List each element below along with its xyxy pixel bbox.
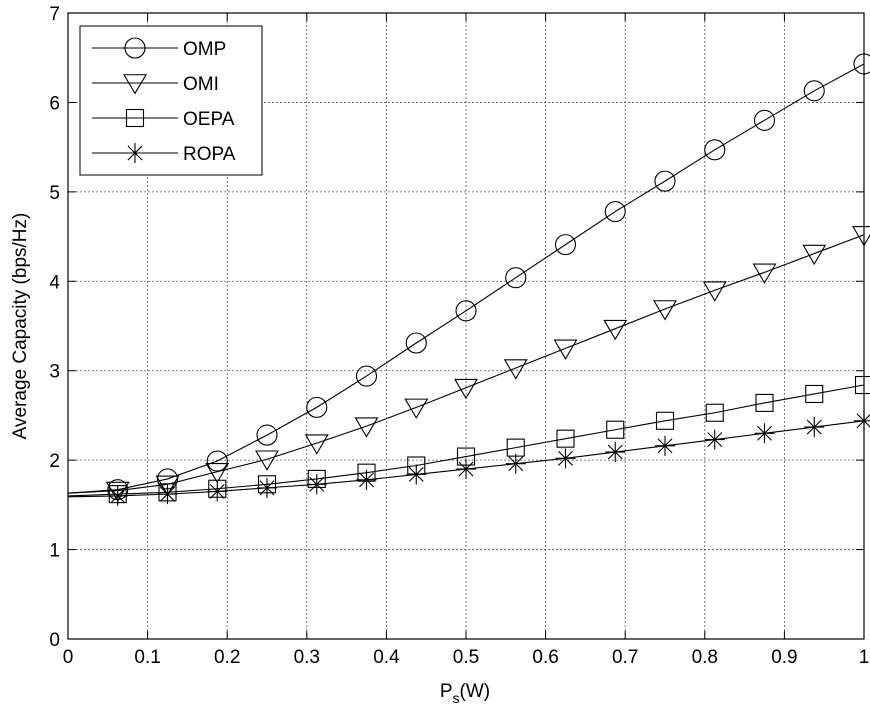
x-axis-label-tail: (W) bbox=[460, 681, 491, 702]
series-point-omi bbox=[255, 450, 279, 471]
series-point-omp bbox=[704, 139, 726, 161]
y-tick-label: 6 bbox=[49, 93, 60, 114]
y-tick-label: 2 bbox=[49, 451, 60, 472]
series-point-oepa bbox=[655, 411, 675, 430]
series-point-omp bbox=[206, 450, 228, 472]
series-point-ropa bbox=[306, 474, 327, 495]
x-tick-label: 0.1 bbox=[134, 647, 160, 668]
series-point-ropa bbox=[704, 429, 725, 450]
series-point-ropa bbox=[655, 435, 675, 456]
series-point-omi bbox=[702, 281, 727, 302]
grid-lines bbox=[68, 13, 864, 639]
series-point-ropa bbox=[107, 485, 128, 506]
series-point-omp bbox=[654, 170, 676, 192]
series-point-omp bbox=[355, 365, 378, 387]
x-tick-label: 0.5 bbox=[453, 647, 479, 668]
series-point-oepa bbox=[606, 420, 625, 439]
series-point-ropa bbox=[356, 469, 377, 490]
series-point-ropa bbox=[804, 417, 825, 438]
x-tick-label: 1 bbox=[859, 647, 870, 668]
legend-entry-omp: OMP bbox=[92, 37, 226, 60]
y-tick-label: 7 bbox=[49, 4, 60, 25]
series-line-omi bbox=[67, 234, 865, 494]
series-omi bbox=[67, 225, 870, 503]
y-axis-label: Average Capacity (bps/Hz) bbox=[10, 213, 31, 440]
y-tick-label: 5 bbox=[49, 183, 60, 204]
series-layer bbox=[67, 53, 870, 506]
series-point-omp bbox=[803, 80, 825, 102]
series-point-omi bbox=[105, 481, 130, 503]
series-point-ropa bbox=[406, 464, 427, 485]
series-point-omi bbox=[354, 417, 379, 438]
series-point-omp bbox=[455, 300, 477, 322]
legend-entry-ropa: ROPA bbox=[92, 143, 236, 165]
series-point-omi bbox=[205, 462, 230, 484]
series-point-ropa bbox=[605, 442, 626, 463]
y-tick-label: 3 bbox=[49, 362, 60, 383]
series-point-omi bbox=[155, 475, 180, 496]
series-point-omi bbox=[503, 359, 528, 380]
x-tick-label: 0.3 bbox=[294, 647, 320, 668]
x-tick-label: 0.7 bbox=[612, 647, 638, 668]
series-point-ropa bbox=[754, 423, 775, 444]
series-ropa bbox=[67, 410, 870, 506]
x-tick-label: 0.2 bbox=[214, 647, 240, 668]
axis-ticks bbox=[67, 12, 865, 640]
series-point-omi bbox=[304, 434, 329, 455]
series-point-omi bbox=[603, 319, 628, 341]
series-line-omp bbox=[67, 63, 865, 494]
x-tick-label: 0.8 bbox=[692, 647, 718, 668]
legend-marker-omp bbox=[124, 37, 146, 59]
legend-label: OMI bbox=[183, 74, 219, 95]
legend-label: OEPA bbox=[183, 109, 235, 130]
x-tick-label: 0 bbox=[63, 647, 74, 668]
series-point-omi bbox=[404, 398, 429, 419]
y-tick-label: 1 bbox=[49, 541, 60, 562]
legend-entry-oepa: OEPA bbox=[92, 108, 235, 130]
series-point-omp bbox=[505, 267, 527, 289]
series-point-omi bbox=[752, 263, 777, 284]
x-axis-label-sub: s bbox=[453, 690, 460, 706]
series-point-ropa bbox=[505, 453, 526, 474]
series-point-omi bbox=[454, 378, 478, 400]
x-tick-label: 0.6 bbox=[532, 647, 558, 668]
series-point-omp bbox=[554, 234, 577, 256]
series-point-omp bbox=[256, 424, 278, 446]
legend-entry-omi: OMI bbox=[92, 74, 219, 95]
series-point-omp bbox=[306, 396, 328, 418]
y-tick-label: 4 bbox=[49, 272, 60, 293]
series-point-omp bbox=[604, 200, 626, 223]
series-point-ropa bbox=[555, 448, 576, 469]
legend-marker-ropa bbox=[125, 143, 145, 163]
x-axis-label-main: P bbox=[440, 681, 453, 702]
legend-marker-oepa bbox=[125, 108, 145, 128]
legend: OMP OMI OEPA ROPA bbox=[79, 25, 263, 176]
series-point-omi bbox=[653, 300, 677, 321]
series-point-ropa bbox=[207, 481, 228, 502]
series-point-ropa bbox=[257, 477, 277, 498]
y-tick-label: 0 bbox=[49, 630, 60, 651]
legend-label: ROPA bbox=[183, 144, 236, 165]
series-point-ropa bbox=[456, 459, 476, 480]
x-tick-label: 0.9 bbox=[771, 647, 797, 668]
series-point-omp bbox=[405, 332, 427, 354]
legend-label: OMP bbox=[183, 39, 226, 60]
series-point-oepa bbox=[805, 384, 824, 404]
series-point-omi bbox=[802, 244, 827, 266]
series-point-oepa bbox=[705, 403, 724, 422]
x-tick-label: 0.4 bbox=[373, 647, 400, 668]
x-axis-label: Ps(W) bbox=[440, 681, 490, 706]
series-point-omi bbox=[553, 339, 578, 360]
series-point-omp bbox=[753, 109, 776, 131]
series-point-oepa bbox=[755, 393, 774, 412]
tick-labels: 0 0.1 0.2 0.3 0.4 0.5 0.6 0.7 0.8 0.9 1 0 1 2 3 4 5 6 7 bbox=[49, 4, 869, 668]
series-point-ropa bbox=[157, 484, 178, 505]
legend-marker-omi bbox=[123, 74, 147, 95]
series-line-oepa bbox=[67, 384, 865, 497]
series-point-oepa bbox=[556, 429, 575, 448]
legend-box bbox=[79, 25, 263, 176]
